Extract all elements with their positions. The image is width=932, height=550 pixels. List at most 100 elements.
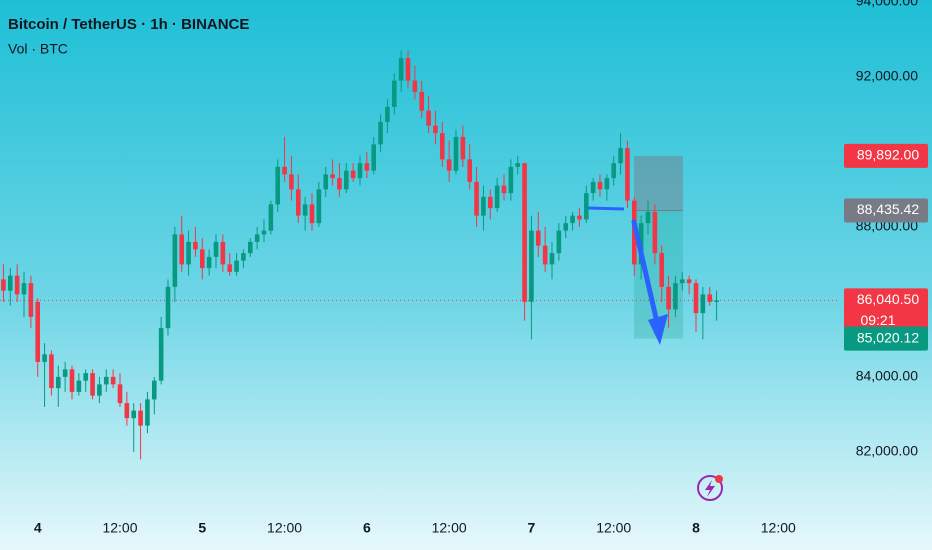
price-tag	[844, 288, 928, 333]
candle-body	[535, 230, 541, 246]
candle-body	[700, 294, 706, 314]
chart-subtitle: Vol · BTC	[8, 41, 68, 57]
y-tick-label: 92,000.00	[856, 68, 918, 84]
candle-body	[364, 163, 370, 171]
candle-body	[350, 170, 356, 179]
candle-body	[494, 185, 500, 209]
candle-body	[412, 80, 418, 92]
candle-body	[145, 399, 150, 426]
x-tick-label: 12:00	[102, 520, 137, 536]
candle-body	[186, 241, 191, 265]
candle-body	[330, 174, 335, 179]
candle-body	[563, 223, 569, 231]
candle-body	[645, 211, 651, 224]
candle-body	[501, 185, 507, 194]
candle-body	[83, 373, 89, 381]
price-tag	[844, 326, 928, 351]
candle-body	[49, 354, 54, 389]
candle-body	[261, 230, 267, 235]
candle-body	[673, 283, 678, 310]
candle-body	[522, 163, 527, 302]
candle-body	[707, 294, 713, 302]
candle-body	[652, 211, 658, 254]
candle-body	[659, 253, 665, 287]
candle-body	[69, 369, 75, 392]
candle-body	[309, 204, 315, 224]
price-tag-label: 86,040.50	[857, 291, 919, 307]
candle-body	[1, 279, 6, 291]
candle-body	[556, 230, 562, 254]
candle-body	[295, 189, 301, 216]
candle-body	[529, 230, 534, 302]
candle-body	[14, 275, 20, 295]
price-tag-label: 88,435.42	[857, 201, 919, 217]
y-tick-label: 94,000.00	[856, 0, 918, 9]
candle-body	[604, 178, 610, 190]
candle-body	[90, 373, 95, 396]
x-tick-label: 7	[528, 520, 536, 536]
x-tick-label: 12:00	[596, 520, 631, 536]
candle-body	[542, 245, 548, 265]
candle-body	[378, 121, 383, 145]
x-tick-label: 12:00	[432, 520, 467, 536]
price-tag-label: 85,020.12	[857, 329, 919, 345]
candle-body	[316, 189, 322, 224]
candle-body	[433, 125, 438, 134]
y-tick-label: 82,000.00	[856, 443, 918, 459]
arrow-head	[648, 314, 668, 345]
chart-title: Bitcoin / TetherUS · 1h · BINANCE	[8, 16, 249, 33]
candle-body	[419, 91, 425, 111]
candle-body	[131, 410, 137, 419]
drawn-arrow	[631, 219, 659, 321]
y-tick-label: 84,000.00	[856, 368, 918, 384]
candle-body	[247, 241, 253, 254]
candle-body	[426, 110, 431, 126]
x-tick-label: 6	[363, 520, 371, 536]
candle-body	[103, 376, 109, 385]
candle-body	[241, 253, 246, 261]
candle-body	[220, 241, 226, 265]
x-tick-label: 12:00	[761, 520, 796, 536]
candle-body	[35, 301, 41, 362]
candle-body	[124, 403, 130, 419]
candle-body	[611, 163, 617, 179]
candle-body	[474, 181, 479, 216]
candle-body	[282, 166, 287, 175]
candle-body	[179, 234, 185, 265]
candle-body	[583, 193, 589, 220]
candle-body	[666, 286, 671, 310]
candle-body	[460, 136, 466, 160]
candle-body	[76, 380, 82, 392]
candle-body	[439, 133, 445, 160]
candle-body	[21, 283, 27, 295]
candle-body	[371, 144, 377, 171]
candle-body	[577, 215, 582, 220]
candle-body	[405, 58, 411, 81]
countdown: 09:21	[860, 312, 895, 328]
candle-body	[138, 410, 143, 426]
candle-body	[343, 170, 349, 190]
candle-body	[165, 286, 171, 329]
candle-body	[686, 279, 692, 284]
candle-body	[679, 279, 685, 284]
price-tag	[844, 143, 928, 168]
candle-body	[625, 148, 630, 201]
price-tag	[844, 198, 928, 223]
candle-body	[618, 148, 623, 164]
x-tick-label: 5	[198, 520, 206, 536]
candle-body	[385, 106, 390, 122]
candle-body	[467, 159, 473, 182]
candle-body	[97, 384, 102, 396]
candle-body	[446, 159, 452, 171]
candle-body	[234, 260, 239, 272]
candle-body	[289, 174, 294, 190]
candle-body	[55, 376, 61, 389]
candle-body	[693, 283, 699, 314]
candle-body	[590, 181, 596, 194]
candle-body	[268, 204, 274, 231]
candle-body	[227, 264, 233, 272]
candle-body	[206, 256, 212, 269]
candle-body	[199, 249, 205, 269]
